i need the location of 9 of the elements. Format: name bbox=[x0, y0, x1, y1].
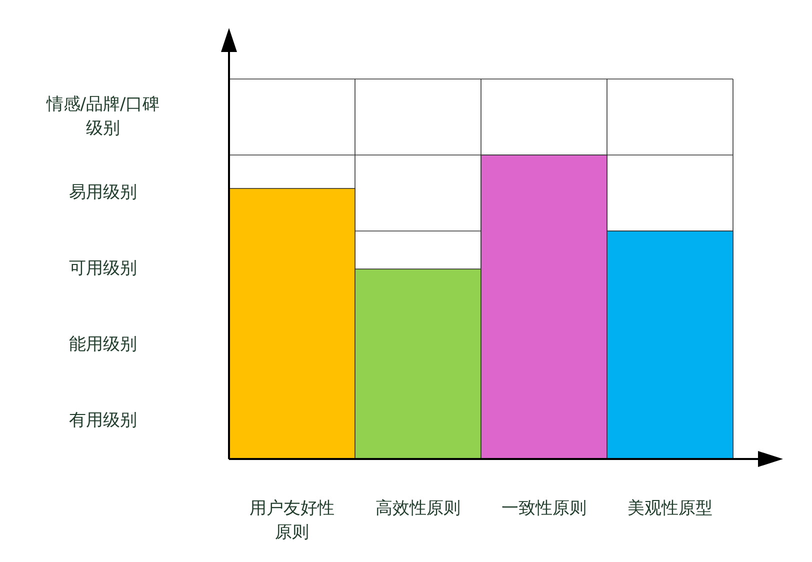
x-tick-label: 一致性原则 bbox=[502, 498, 586, 519]
x-tick-label: 美观性原型 bbox=[628, 498, 712, 519]
text: 能用级别 bbox=[69, 334, 137, 355]
x-tick-label: 用户友好性原则 bbox=[250, 498, 334, 543]
text: 易用级别 bbox=[69, 182, 137, 203]
text: 有用级别 bbox=[69, 410, 137, 431]
text: 可用级别 bbox=[69, 258, 137, 279]
text: 情感/品牌/口碑级别 bbox=[45, 94, 160, 139]
x-tick-label: 高效性原则 bbox=[376, 498, 460, 519]
